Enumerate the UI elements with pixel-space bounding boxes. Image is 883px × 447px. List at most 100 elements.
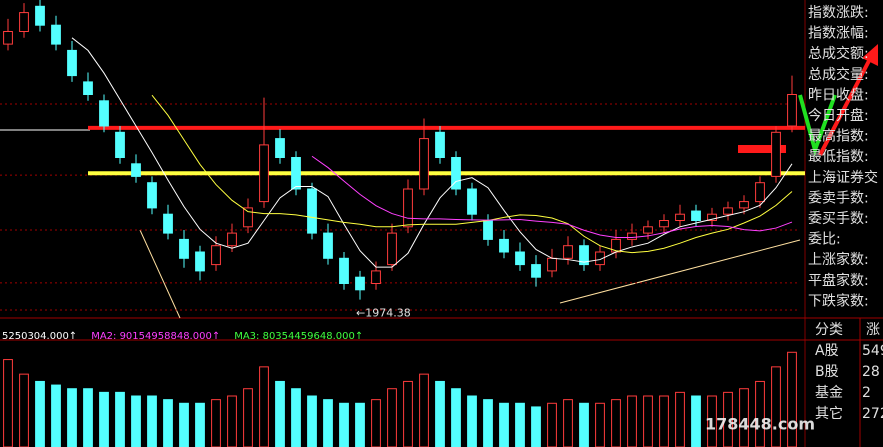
candle-body	[771, 131, 781, 177]
table-cell: 272	[862, 406, 883, 422]
volume-bar	[291, 388, 301, 447]
volume-bar	[99, 391, 109, 447]
candle-body	[83, 81, 93, 96]
red-arrow	[818, 54, 874, 156]
volume-bar	[227, 395, 237, 447]
volume-bar	[659, 395, 669, 447]
candle-body	[595, 251, 605, 266]
candle-body	[531, 264, 541, 278]
candle-body	[163, 213, 173, 234]
candle-body	[3, 31, 13, 45]
volume-bar	[531, 406, 541, 447]
candle-body	[499, 238, 509, 253]
candle-body	[371, 270, 381, 284]
volume-bar	[675, 391, 685, 447]
volume-bar	[371, 399, 381, 447]
table-cell: 其它	[815, 405, 843, 422]
volume-bar	[643, 395, 653, 447]
candle-body	[547, 257, 557, 272]
candle-body	[627, 232, 637, 240]
candle-body	[339, 257, 349, 284]
table-cell: 2	[862, 385, 871, 401]
volume-bar	[275, 380, 285, 447]
candle-body	[19, 12, 29, 32]
green-arrow	[798, 94, 837, 157]
volume-bar	[163, 399, 173, 447]
low-annotation: ←1974.38	[356, 307, 411, 320]
table-cell: B股	[815, 364, 839, 380]
volume-bar	[35, 380, 45, 447]
volume-bar	[195, 402, 205, 447]
side-label: 下跌家数:	[808, 292, 869, 309]
volume-bar	[355, 402, 365, 447]
table-cell: 549	[862, 343, 883, 359]
candle-body	[227, 232, 237, 247]
candle-body	[435, 131, 445, 159]
side-label: 最低指数:	[808, 149, 869, 165]
candle-body	[755, 182, 765, 203]
side-label: 委比:	[808, 232, 841, 248]
candle-body	[51, 24, 61, 45]
side-label: 今日开盘:	[808, 107, 869, 124]
volume-bar	[403, 380, 413, 447]
candle-body	[403, 188, 413, 228]
volume-bar	[563, 399, 573, 447]
candle-body	[691, 210, 701, 222]
moving-average	[311, 155, 793, 239]
candle-body	[179, 238, 189, 259]
candle-body	[643, 226, 653, 234]
table-cell: 28	[862, 364, 880, 380]
candle-body	[451, 157, 461, 190]
side-label: 总成交量:	[808, 66, 869, 83]
candle-body	[563, 245, 573, 259]
table-cell: 基金	[815, 384, 843, 401]
side-panel: 指数涨跌: 指数涨幅: 总成交额: 总成交量: 昨日收盘: 今日开盘: 最高指数: 最低指数:…	[805, 5, 883, 447]
volume-bar	[435, 380, 445, 447]
table-header: 涨	[866, 322, 880, 338]
volume-bar	[307, 395, 317, 447]
volume-bar	[691, 395, 701, 447]
volume-bar	[211, 399, 221, 447]
candle-body	[211, 245, 221, 266]
side-label: 昨日收盘:	[808, 86, 869, 103]
volume-legend: 5250304.000↑	[2, 331, 77, 342]
candle-body	[275, 138, 285, 159]
volume-bar	[339, 402, 349, 447]
candle-body	[787, 94, 797, 127]
volume-bar	[387, 388, 397, 447]
volume-bar	[179, 402, 189, 447]
trend-line	[559, 239, 801, 304]
marker-bar	[738, 145, 786, 153]
side-label: 总成交额:	[808, 45, 869, 62]
side-label: 委卖手数:	[808, 190, 869, 206]
volume-bar	[483, 399, 493, 447]
candle-body	[131, 163, 141, 177]
candle-body	[387, 232, 397, 266]
candle-body	[243, 207, 253, 228]
volume-bar	[259, 366, 269, 447]
candle-body	[291, 157, 301, 190]
volume-bar	[67, 388, 77, 447]
candle-body	[467, 188, 477, 215]
volume-bar	[579, 402, 589, 447]
volume-legend: MA2: 90154958848.000↑	[91, 331, 220, 342]
side-label: 指数涨幅:	[808, 26, 869, 42]
candle-body	[675, 213, 685, 221]
volume-bar	[323, 399, 333, 447]
candles: ←1974.38 5250304.000↑ MA2: 90154958848.000…	[0, 0, 805, 447]
candle-body	[659, 220, 669, 228]
volume-bar	[707, 395, 717, 447]
volume-bar	[627, 395, 637, 447]
watermark: 178448.com	[705, 415, 815, 434]
side-label: 上涨家数:	[808, 251, 869, 268]
side-label: 最高指数:	[808, 128, 869, 145]
volume-bar	[595, 402, 605, 447]
candle-body	[115, 131, 125, 159]
volume-bar	[499, 402, 509, 447]
moving-average	[151, 94, 793, 254]
candle-body	[515, 251, 525, 266]
volume-bar	[243, 388, 253, 447]
volume-bar	[51, 384, 61, 447]
